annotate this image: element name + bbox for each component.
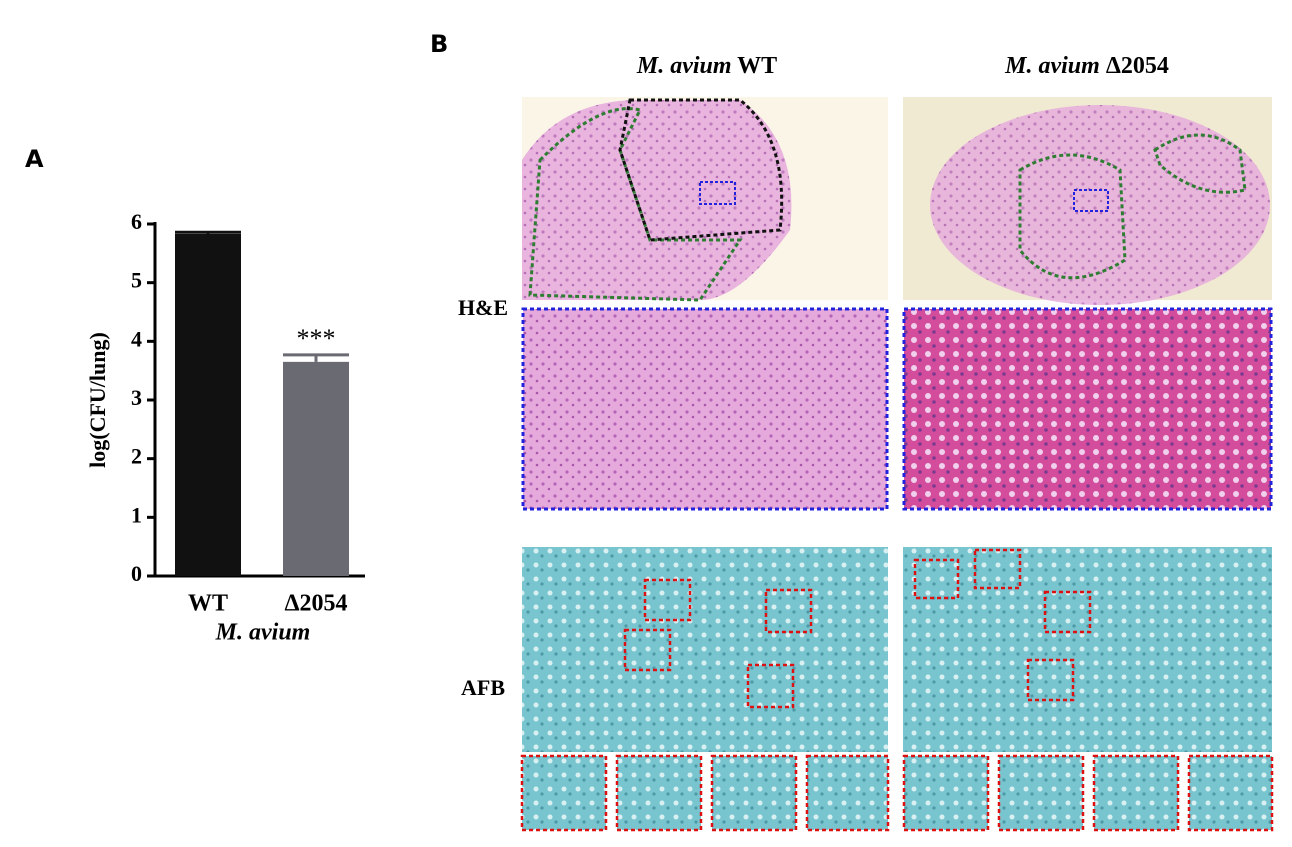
outline xyxy=(1018,153,1127,280)
row-label: H&E xyxy=(458,295,508,320)
outline xyxy=(528,107,743,302)
column-title: M. avium WT M. avium Δ2054 xyxy=(636,53,1169,79)
y-tick-label: 3 xyxy=(131,385,142,410)
y-tick-label: 0 xyxy=(131,561,142,586)
y-tick-label: 4 xyxy=(131,326,142,351)
column-title: M. avium WT xyxy=(636,53,777,79)
zoom-box xyxy=(699,181,736,205)
bar xyxy=(283,361,349,576)
image xyxy=(522,547,888,752)
image xyxy=(521,307,889,511)
x-axis-label: M. avium xyxy=(215,620,311,646)
row-label: AFB xyxy=(461,675,505,700)
y-axis-label: log(CFU/lung) xyxy=(85,332,110,468)
y-tick-label: 2 xyxy=(131,444,142,469)
zoom-box xyxy=(1073,189,1109,212)
outline xyxy=(618,98,784,242)
y-tick-label: 5 xyxy=(131,268,142,293)
tissue xyxy=(930,105,1270,305)
y-tick-label: 1 xyxy=(131,502,142,527)
error-bar xyxy=(175,230,241,234)
image xyxy=(903,547,1272,752)
micrographs xyxy=(520,97,1274,832)
panel-label: B xyxy=(430,30,448,58)
significance: *** xyxy=(297,324,336,353)
zoom-boxes xyxy=(623,548,1092,709)
error-bar xyxy=(283,353,349,362)
y-tick-label: 6 xyxy=(131,209,142,234)
tissue xyxy=(522,100,792,300)
x-tick-label: WT xyxy=(188,591,228,617)
insets xyxy=(520,754,1274,832)
panel-label: A xyxy=(25,145,44,173)
x-tick-label: Δ2054 xyxy=(284,591,347,617)
column-title: M. avium Δ2054 xyxy=(1004,53,1169,79)
image xyxy=(902,307,1273,511)
bar xyxy=(175,233,241,576)
bar-chart: 0 1 2 3 4 5 6 log(CFU/lung) M. avium WT Δ2054 *** xyxy=(85,209,365,646)
